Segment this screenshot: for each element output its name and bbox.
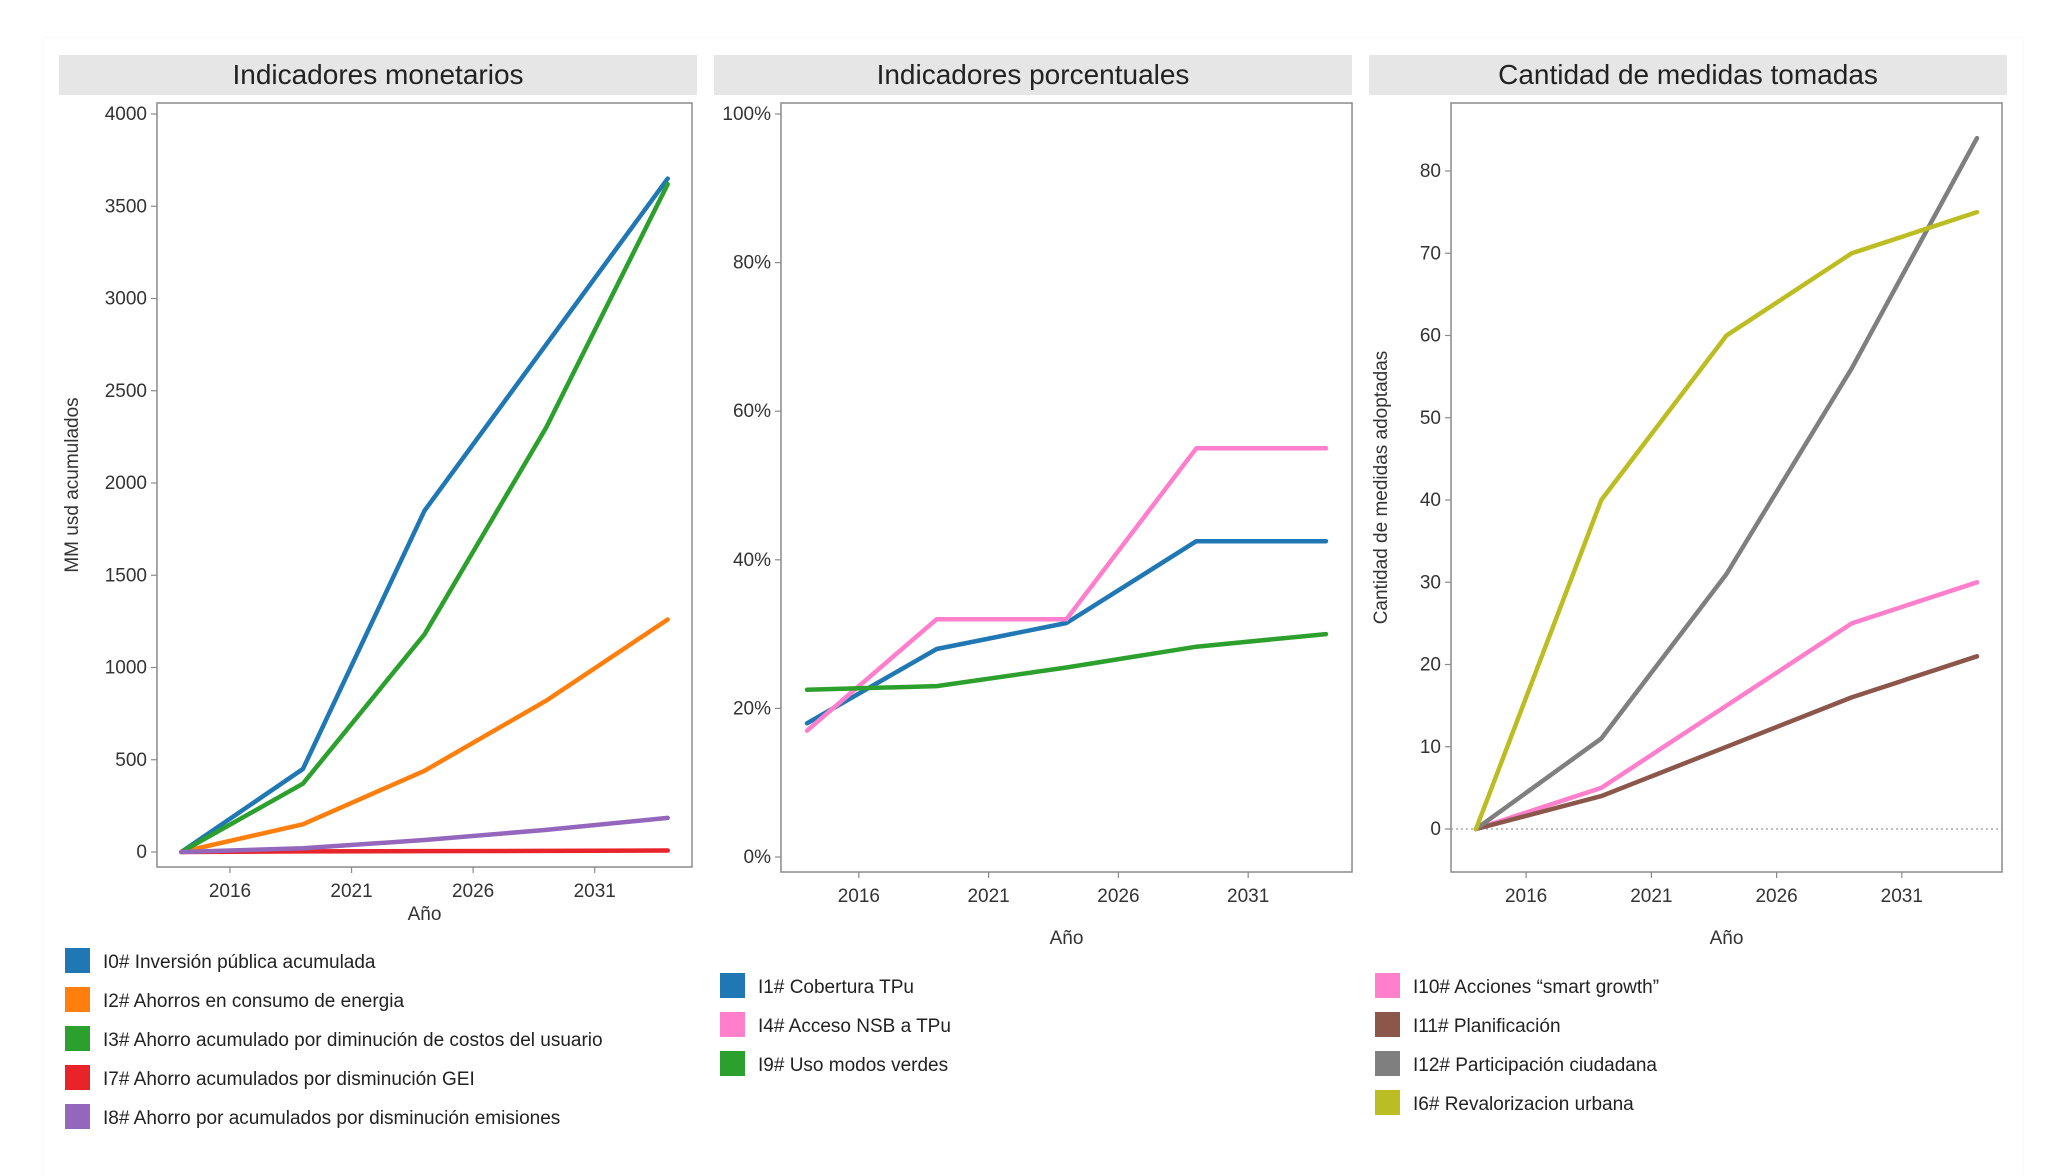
- legend-label: I2# Ahorros en consumo de energia: [103, 991, 404, 1012]
- x-tick-label: 2031: [1227, 886, 1269, 907]
- legend-swatch: [720, 1051, 745, 1076]
- legend-label: I1# Cobertura TPu: [758, 977, 914, 998]
- series-line-4: [1473, 209, 1980, 832]
- x-axis-title: Año: [408, 904, 442, 925]
- series-line-1: [804, 538, 1329, 726]
- y-tick-label: 0: [1430, 819, 1441, 840]
- legend-label: I7# Ahorro acumulados por disminución GE…: [103, 1069, 475, 1090]
- y-tick-label: 4000: [105, 104, 147, 125]
- legend-swatch: [1375, 973, 1400, 998]
- y-tick-label: 80%: [733, 253, 771, 274]
- series-line-1: [179, 176, 670, 855]
- y-tick-label: 2500: [105, 381, 147, 402]
- plot-area: [1450, 102, 2003, 873]
- x-tick-label: 2016: [838, 886, 880, 907]
- y-tick-label: 40: [1420, 490, 1441, 511]
- x-axis-title: Año: [1050, 928, 1084, 949]
- y-tick-label: 50: [1420, 408, 1441, 429]
- y-tick-label: 3000: [105, 289, 147, 310]
- chart-panel-1: Indicadores monetarios 0 500 1000 1500 2000 25…: [59, 55, 697, 1129]
- legend-label: I9# Uso modos verdes: [758, 1055, 948, 1076]
- y-tick-label: 20: [1420, 655, 1441, 676]
- chart-title-band: [714, 55, 1352, 95]
- series-line-5: [179, 815, 670, 855]
- y-tick-label: 20%: [733, 698, 771, 719]
- x-axis-title: Año: [1710, 928, 1744, 949]
- series-line-3: [179, 181, 670, 855]
- chart-title-band: [59, 55, 697, 95]
- y-tick-label: 3500: [105, 196, 147, 217]
- y-tick-label: 70: [1420, 243, 1441, 264]
- x-tick-label: 2016: [1505, 886, 1547, 907]
- y-tick-label: 40%: [733, 550, 771, 571]
- y-tick-label: 1500: [105, 565, 147, 586]
- chart-title: Indicadores monetarios: [232, 59, 523, 90]
- x-tick-label: 2021: [330, 881, 372, 902]
- legend-label: I3# Ahorro acumulado por diminución de c…: [103, 1030, 603, 1051]
- chart-title: Cantidad de medidas tomadas: [1498, 59, 1878, 90]
- legend-label: I12# Participación ciudadana: [1413, 1055, 1657, 1076]
- plot-area: [780, 102, 1353, 873]
- y-tick-label: 0%: [744, 847, 772, 868]
- plot-area: [156, 102, 693, 868]
- chart-panel-3: Cantidad de medidas tomadas 0 10 20 30 40 50 60…: [1369, 55, 2007, 1115]
- y-tick-label: 100%: [722, 104, 771, 125]
- x-tick-label: 2021: [1630, 886, 1672, 907]
- legend-swatch: [65, 1065, 90, 1090]
- y-tick-label: 30: [1420, 572, 1441, 593]
- x-tick-label: 2026: [1097, 886, 1139, 907]
- legend-swatch: [1375, 1090, 1400, 1115]
- series-line-1: [1473, 580, 1980, 832]
- chart-title: Indicadores porcentuales: [877, 59, 1190, 90]
- y-tick-label: 80: [1420, 161, 1441, 182]
- legend-label: I8# Ahorro por acumulados por disminució…: [103, 1108, 560, 1129]
- chart-title-band: [1369, 55, 2007, 95]
- y-tick-label: 500: [115, 750, 147, 771]
- series-line-3: [1473, 135, 1980, 832]
- y-axis-title: Cantidad de medidas adoptadas: [1371, 351, 1392, 625]
- legend-label: I11# Planificación: [1413, 1016, 1561, 1037]
- series-line-2: [179, 617, 670, 855]
- legend-swatch: [720, 973, 745, 998]
- legend-label: I4# Acceso NSB a TPu: [758, 1016, 951, 1037]
- y-tick-label: 1000: [105, 658, 147, 679]
- legend-swatch: [65, 1104, 90, 1129]
- y-tick-label: 60: [1420, 326, 1441, 347]
- legend-swatch: [65, 987, 90, 1012]
- y-tick-label: 60%: [733, 401, 771, 422]
- series-line-2: [804, 446, 1329, 733]
- legend-swatch: [65, 948, 90, 973]
- x-tick-label: 2031: [574, 881, 616, 902]
- x-tick-label: 2026: [452, 881, 494, 902]
- legend-label: I6# Revalorizacion urbana: [1413, 1094, 1634, 1115]
- x-tick-label: 2031: [1881, 886, 1923, 907]
- x-tick-label: 2016: [209, 881, 251, 902]
- y-tick-label: 10: [1420, 737, 1441, 758]
- legend-swatch: [1375, 1051, 1400, 1076]
- legend-swatch: [65, 1026, 90, 1051]
- series-line-3: [804, 631, 1329, 693]
- series-line-2: [1473, 654, 1980, 832]
- legend-swatch: [720, 1012, 745, 1037]
- x-tick-label: 2021: [967, 886, 1009, 907]
- legend-label: I10# Acciones “smart growth”: [1413, 977, 1659, 998]
- y-tick-label: 0: [136, 842, 147, 863]
- y-tick-label: 2000: [105, 473, 147, 494]
- x-tick-label: 2026: [1755, 886, 1797, 907]
- legend-swatch: [1375, 1012, 1400, 1037]
- legend-label: I0# Inversión pública acumulada: [103, 952, 376, 973]
- y-axis-title: MM usd acumulados: [62, 397, 83, 572]
- chart-panel-2: Indicadores porcentuales 0% 20% 40% 60% 80% 10…: [714, 55, 1353, 1076]
